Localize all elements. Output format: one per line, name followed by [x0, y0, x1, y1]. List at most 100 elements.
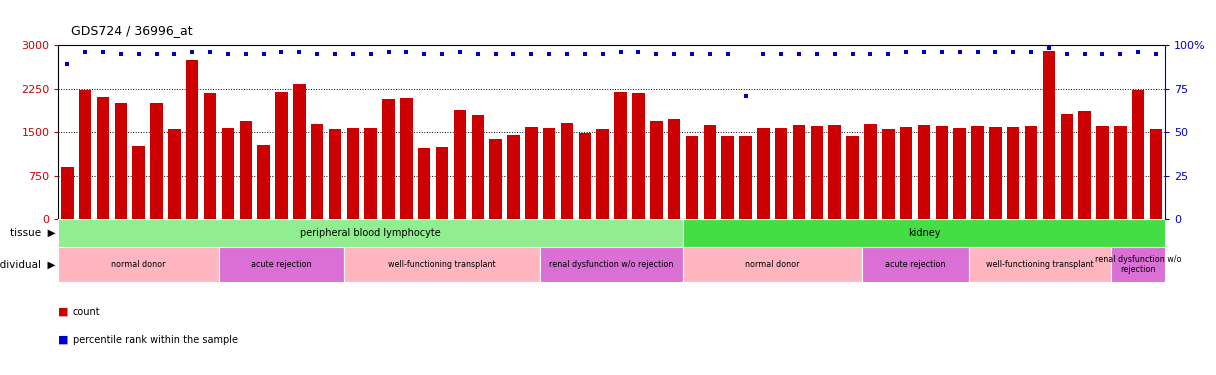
- Text: kidney: kidney: [907, 228, 940, 238]
- Bar: [1132, 90, 1144, 219]
- Bar: [542, 128, 556, 219]
- Bar: [79, 90, 91, 219]
- Point: [664, 51, 683, 57]
- Text: normal donor: normal donor: [745, 260, 800, 269]
- Text: renal dysfunction w/o
rejection: renal dysfunction w/o rejection: [1094, 255, 1182, 274]
- Bar: [1150, 129, 1162, 219]
- Point: [700, 51, 720, 57]
- Point: [950, 49, 969, 55]
- Point: [843, 51, 862, 57]
- Point: [396, 49, 416, 55]
- Bar: [114, 103, 128, 219]
- Bar: [1096, 126, 1109, 219]
- Point: [75, 49, 95, 55]
- Point: [164, 51, 184, 57]
- Point: [361, 51, 381, 57]
- Bar: [935, 126, 948, 219]
- Point: [415, 51, 434, 57]
- Bar: [969, 247, 1111, 282]
- Point: [540, 51, 559, 57]
- Point: [861, 51, 880, 57]
- Point: [201, 49, 220, 55]
- Point: [433, 51, 452, 57]
- Point: [771, 51, 790, 57]
- Point: [647, 51, 666, 57]
- Point: [824, 51, 844, 57]
- Point: [557, 51, 576, 57]
- Point: [682, 51, 702, 57]
- Bar: [686, 136, 698, 219]
- Bar: [1111, 247, 1165, 282]
- Bar: [632, 93, 644, 219]
- Text: tissue  ▶: tissue ▶: [10, 228, 56, 238]
- Point: [807, 51, 827, 57]
- Bar: [828, 124, 841, 219]
- Bar: [561, 123, 573, 219]
- Point: [111, 51, 130, 57]
- Bar: [1042, 51, 1055, 219]
- Bar: [1007, 127, 1019, 219]
- Point: [629, 49, 648, 55]
- Bar: [614, 92, 626, 219]
- Bar: [221, 128, 235, 219]
- Point: [271, 49, 291, 55]
- Point: [1075, 51, 1094, 57]
- Point: [450, 49, 469, 55]
- Point: [1110, 51, 1130, 57]
- Bar: [540, 247, 683, 282]
- Point: [218, 51, 237, 57]
- Point: [1021, 49, 1041, 55]
- Point: [325, 51, 345, 57]
- Bar: [58, 247, 219, 282]
- Bar: [418, 148, 430, 219]
- Point: [522, 51, 541, 57]
- Bar: [400, 99, 412, 219]
- Point: [486, 51, 506, 57]
- Bar: [219, 247, 344, 282]
- Bar: [240, 121, 252, 219]
- Point: [379, 49, 399, 55]
- Bar: [704, 125, 716, 219]
- Text: count: count: [73, 307, 101, 317]
- Point: [575, 51, 595, 57]
- Point: [343, 51, 362, 57]
- Bar: [328, 129, 342, 219]
- Bar: [168, 129, 181, 219]
- Bar: [683, 219, 1165, 247]
- Bar: [97, 98, 109, 219]
- Bar: [133, 146, 145, 219]
- Bar: [435, 147, 449, 219]
- Bar: [683, 247, 861, 282]
- Point: [94, 49, 113, 55]
- Point: [1147, 51, 1166, 57]
- Point: [986, 49, 1006, 55]
- Bar: [579, 134, 591, 219]
- Bar: [846, 136, 858, 219]
- Point: [129, 51, 148, 57]
- Bar: [1079, 111, 1091, 219]
- Text: normal donor: normal donor: [112, 260, 165, 269]
- Bar: [989, 127, 1002, 219]
- Point: [896, 49, 916, 55]
- Point: [254, 51, 274, 57]
- Bar: [186, 60, 198, 219]
- Bar: [953, 128, 966, 219]
- Text: acute rejection: acute rejection: [252, 260, 311, 269]
- Point: [914, 49, 934, 55]
- Bar: [525, 127, 537, 219]
- Bar: [775, 128, 788, 219]
- Bar: [597, 129, 609, 219]
- Bar: [507, 135, 519, 219]
- Bar: [865, 124, 877, 219]
- Text: percentile rank within the sample: percentile rank within the sample: [73, 335, 238, 345]
- Bar: [739, 136, 751, 219]
- Point: [503, 51, 523, 57]
- Bar: [489, 139, 502, 219]
- Point: [754, 51, 773, 57]
- Point: [1003, 49, 1023, 55]
- Point: [717, 51, 737, 57]
- Bar: [793, 125, 805, 219]
- Text: acute rejection: acute rejection: [885, 260, 945, 269]
- Bar: [344, 247, 540, 282]
- Point: [878, 51, 897, 57]
